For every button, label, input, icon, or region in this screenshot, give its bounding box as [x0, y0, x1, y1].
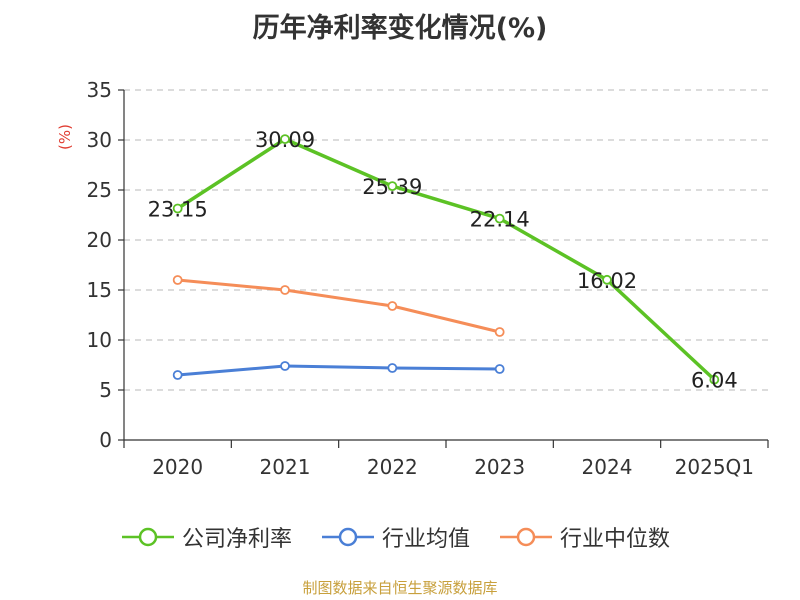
data-point	[709, 374, 720, 385]
legend-label: 行业均值	[382, 527, 471, 552]
data-point	[602, 274, 612, 285]
series-line	[177, 278, 501, 334]
y-tick-label: 10	[87, 328, 112, 352]
data-point	[494, 327, 505, 337]
legend-label: 公司净利率	[182, 527, 293, 552]
data-label: 22.14	[470, 208, 530, 232]
y-tick-label: 15	[87, 278, 112, 302]
y-tick-label: 30	[87, 128, 112, 152]
series-line	[177, 364, 500, 377]
series-line	[176, 137, 716, 381]
data-point	[280, 285, 290, 295]
data-point	[280, 134, 290, 145]
y-tick-label: 0	[99, 428, 112, 452]
y-tick-label: 35	[87, 78, 112, 102]
data-point	[494, 213, 505, 224]
legend-label: 行业中位数	[560, 527, 671, 552]
y-tick-label: 5	[99, 378, 112, 402]
x-tick-label: 2020	[152, 455, 203, 479]
data-point	[172, 203, 183, 214]
data-label: 25.39	[362, 175, 422, 199]
chart-title: 历年净利率变化情况(%)	[252, 13, 548, 44]
legend-line-green-icon	[122, 527, 174, 547]
legend-line-blue-icon	[322, 527, 374, 547]
data-label: 30.09	[255, 128, 315, 152]
y-tick-label: 25	[87, 178, 112, 202]
source-note: 制图数据来自恒生聚源数据库	[302, 579, 498, 597]
x-tick-label: 2022	[367, 455, 418, 479]
x-tick-label: 2021	[260, 455, 311, 479]
x-tick-label: 2025Q1	[675, 455, 754, 479]
data-point	[172, 275, 183, 285]
legend: 公司净利率 行业均值 行业中位数	[0, 519, 800, 555]
data-label: 6.04	[691, 369, 738, 393]
legend-item-company[interactable]: 公司净利率	[122, 519, 292, 555]
data-point	[280, 361, 290, 371]
data-point	[172, 370, 183, 380]
x-tick-label: 2023	[474, 455, 525, 479]
legend-item-industry-median[interactable]: 行业中位数	[500, 519, 670, 555]
data-point	[387, 181, 398, 192]
y-tick-label: 20	[87, 228, 112, 252]
data-label: 16.02	[577, 269, 637, 293]
data-point	[387, 301, 398, 311]
data-point	[494, 364, 505, 374]
legend-item-industry-mean[interactable]: 行业均值	[322, 519, 470, 555]
legend-line-orange-icon	[500, 527, 552, 547]
data-label: 23.15	[148, 198, 208, 222]
x-tick-label: 2024	[582, 455, 633, 479]
data-point	[387, 363, 398, 373]
